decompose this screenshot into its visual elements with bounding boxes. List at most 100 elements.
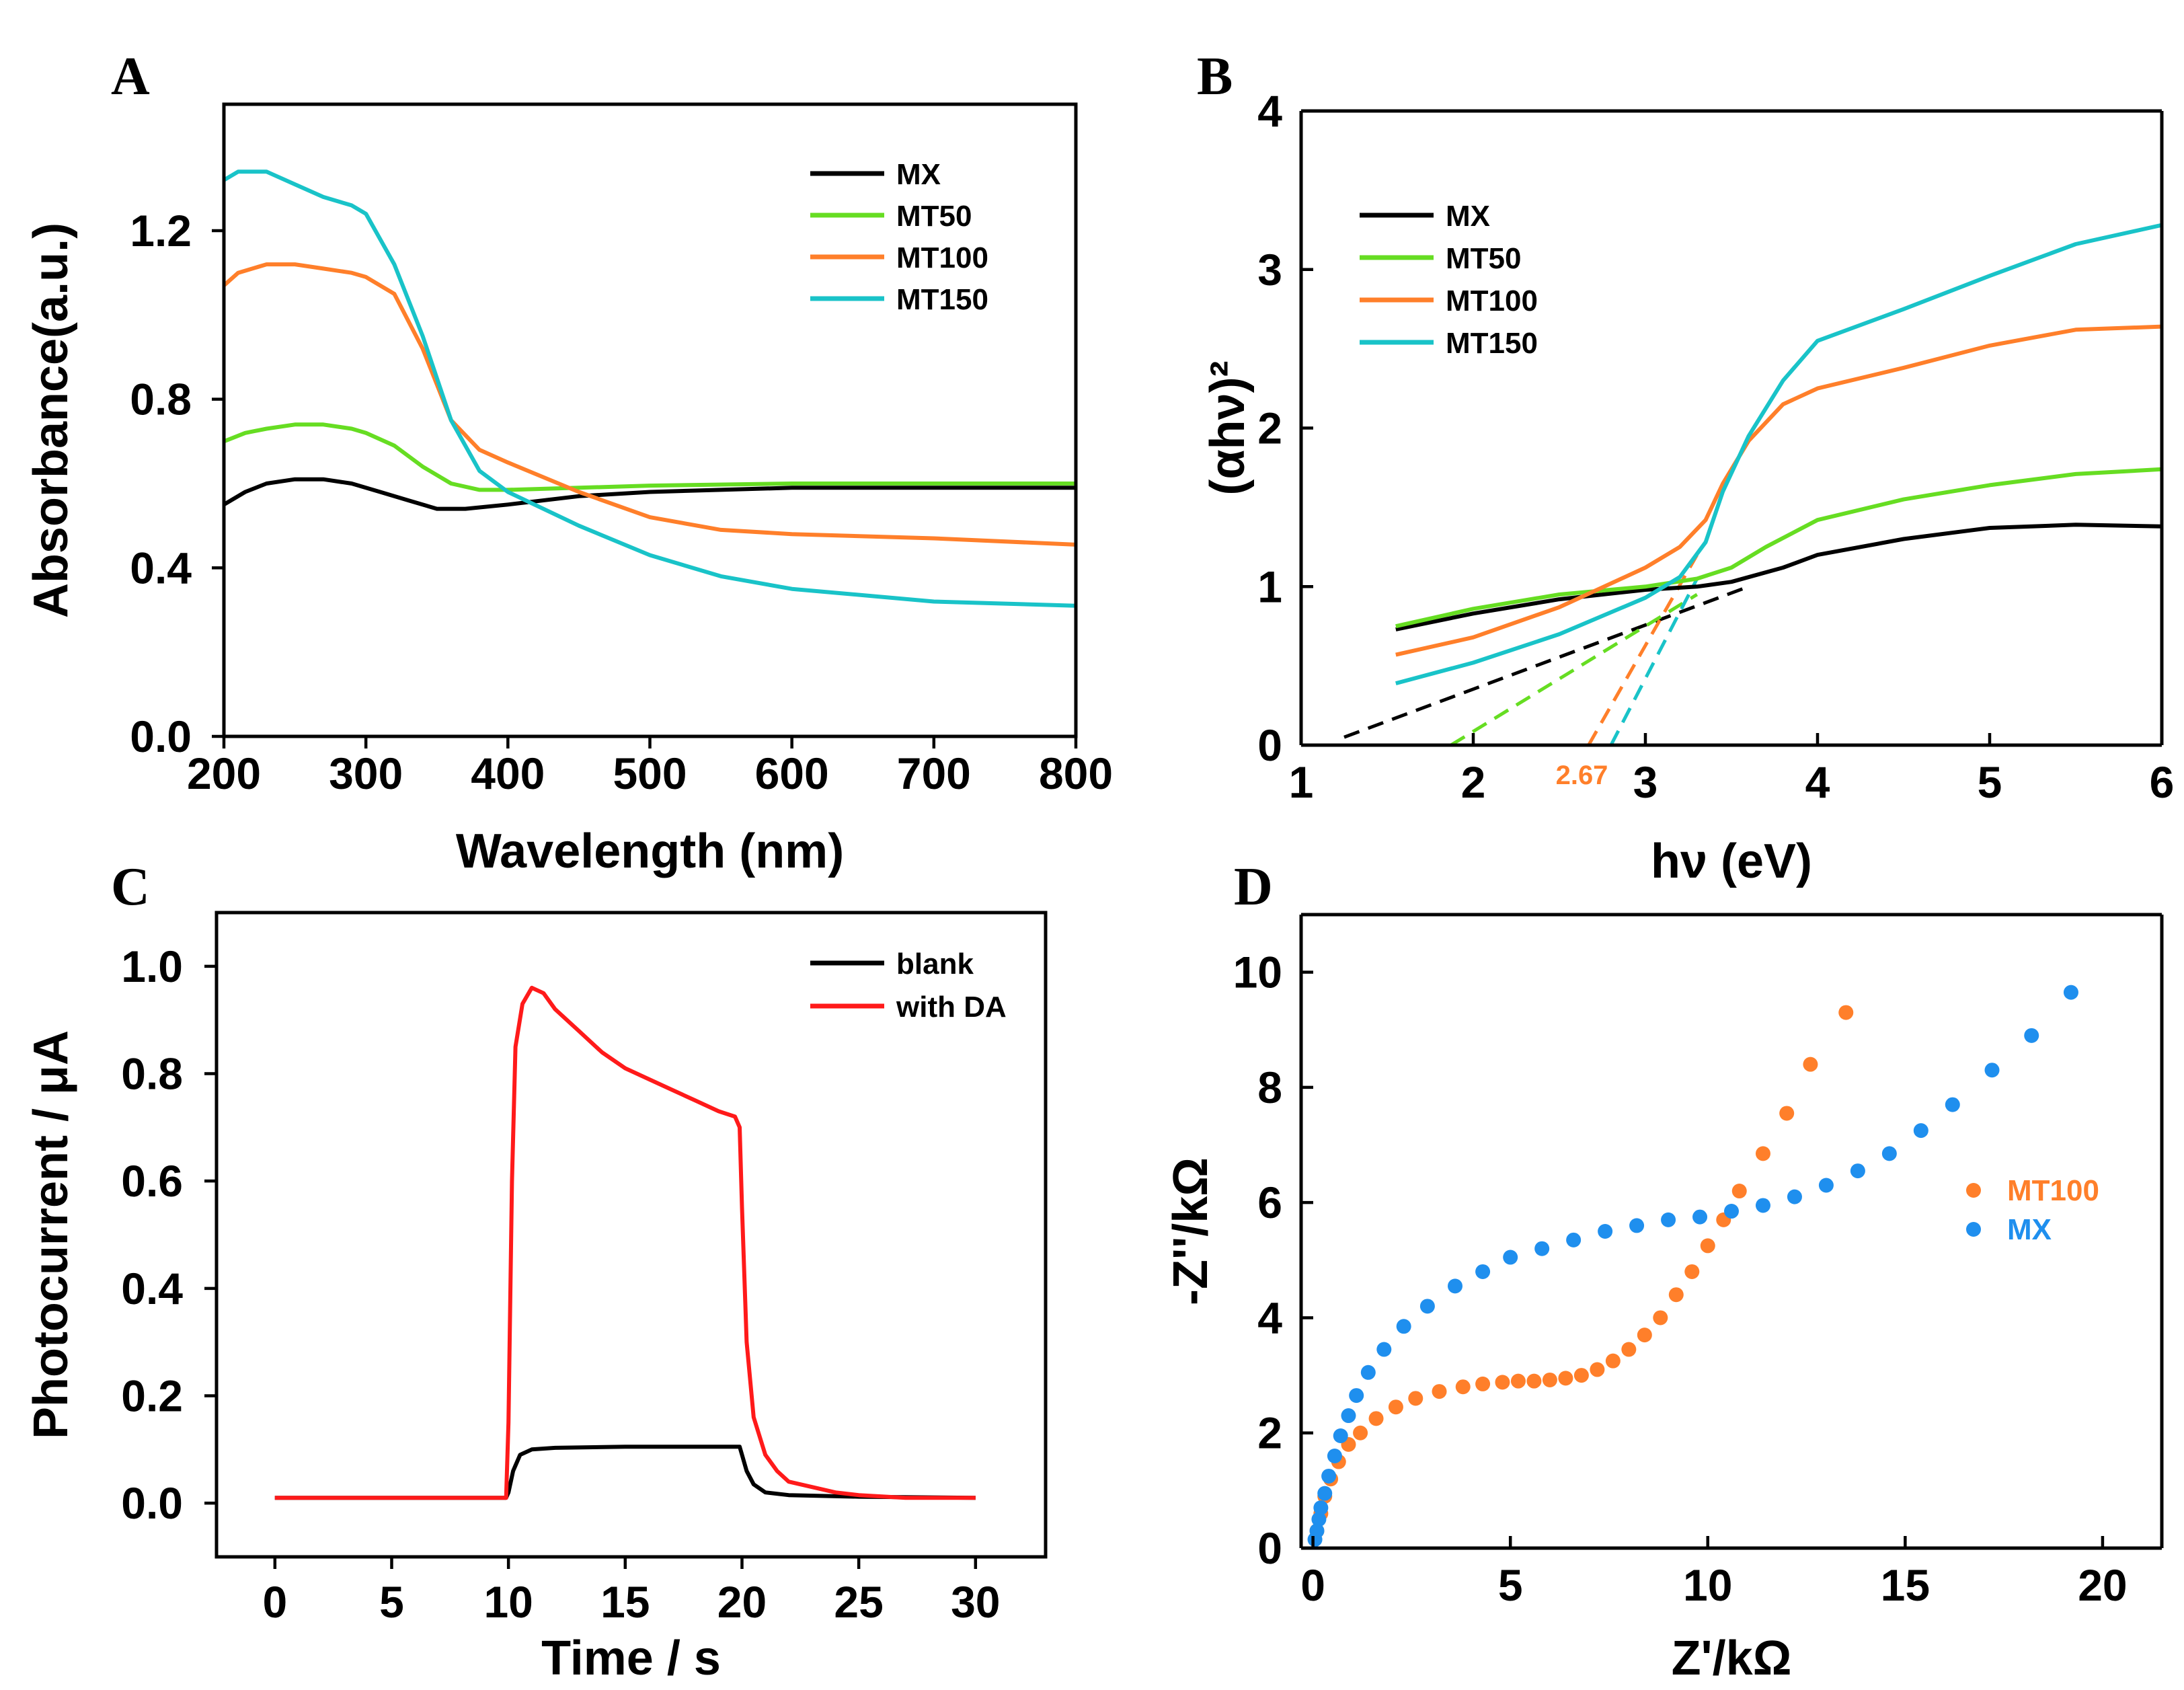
data-point-mt100-19 <box>1590 1362 1605 1377</box>
x-axis-title: Wavelength (nm) <box>456 824 844 878</box>
series-line-with-da <box>274 985 976 1500</box>
y-tick-label: 6 <box>1257 1178 1282 1227</box>
legend: MX MT50 MT100 MT150 <box>810 158 988 316</box>
y-tick-label: 0.4 <box>121 1264 183 1313</box>
axes-frame <box>222 102 1078 738</box>
y-axis-title: -Z''/kΩ <box>1164 1157 1218 1305</box>
data-point-mx-18 <box>1566 1232 1582 1247</box>
x-tick-label: 500 <box>613 748 687 798</box>
data-point-mt100-7 <box>1368 1411 1384 1426</box>
data-point-mx-13 <box>1419 1299 1435 1314</box>
x-tick-label: 600 <box>755 748 829 798</box>
legend-label-mx: MX <box>896 158 941 191</box>
data-point-mx-20 <box>1629 1218 1645 1233</box>
data-point-mx-11 <box>1376 1342 1392 1357</box>
data-point-mx-9 <box>1349 1388 1364 1404</box>
y-tick-label: 0.6 <box>121 1156 183 1206</box>
legend-marker-mt100 <box>1966 1183 1981 1198</box>
y-tick-label: 4 <box>1257 1293 1282 1342</box>
data-point-mx-27 <box>1850 1163 1865 1179</box>
data-point-mt100-22 <box>1637 1328 1652 1343</box>
bandgap-annotation: 2.67 <box>1556 761 1608 790</box>
axes-frame <box>214 911 1048 1559</box>
data-point-mt100-14 <box>1510 1373 1526 1389</box>
series-line-mx <box>224 477 1076 511</box>
data-point-mt100-29 <box>1755 1146 1770 1161</box>
x-tick-label: 700 <box>897 748 971 798</box>
x-axis-title: Z'/kΩ <box>1672 1631 1792 1685</box>
data-point-mx-1 <box>1309 1523 1325 1539</box>
y-tick-label: 1.0 <box>121 942 183 991</box>
data-point-mt100-26 <box>1700 1238 1715 1254</box>
x-tick-label: 300 <box>329 748 403 798</box>
data-point-mt100-6 <box>1353 1425 1368 1441</box>
data-point-mx-31 <box>1984 1063 2000 1078</box>
data-point-mt100-15 <box>1526 1373 1542 1389</box>
data-point-mx-25 <box>1787 1189 1802 1204</box>
series-line-mt150 <box>1395 223 2162 685</box>
data-point-mt100-28 <box>1731 1184 1747 1199</box>
x-tick-label: 15 <box>1881 1560 1930 1610</box>
data-point-mx-5 <box>1321 1468 1337 1484</box>
data-point-mx-32 <box>2024 1028 2039 1043</box>
data-point-mx-15 <box>1475 1264 1491 1279</box>
y-tick-label: 1.2 <box>130 206 192 256</box>
x-tick-label: 2 <box>1461 757 1486 807</box>
x-tick-label: 30 <box>951 1577 1000 1627</box>
legend-label-mt150: MT150 <box>896 283 988 316</box>
legend-label-with-da: with DA <box>896 991 1007 1024</box>
y-axis-title: Photocurrent / μA <box>24 1030 78 1439</box>
legend-label-blank: blank <box>896 948 974 981</box>
y-tick-label: 0.4 <box>130 543 192 592</box>
data-point-mx-3 <box>1313 1500 1329 1516</box>
x-tick-label: 0 <box>262 1577 287 1627</box>
legend-label-mt50: MT50 <box>1446 242 1521 275</box>
data-point-mt100-12 <box>1475 1376 1491 1391</box>
tangent-line-1 <box>1450 592 1699 745</box>
x-tick-label: 20 <box>717 1577 767 1627</box>
x-tick-label: 6 <box>2150 757 2175 807</box>
y-tick-label: 1 <box>1257 562 1282 611</box>
data-point-mx-30 <box>1945 1097 1960 1112</box>
y-tick-label: 0.0 <box>130 712 192 761</box>
panel-label: A <box>111 47 150 106</box>
legend: MT100 MX <box>1966 1174 2099 1246</box>
y-tick-label: 0.8 <box>130 375 192 424</box>
data-point-mx-10 <box>1360 1365 1376 1380</box>
data-point-mx-6 <box>1327 1448 1342 1463</box>
data-point-mx-2 <box>1311 1512 1327 1527</box>
data-point-mx-7 <box>1333 1428 1348 1444</box>
y-tick-label: 0 <box>1257 1523 1282 1573</box>
x-tick-label: 10 <box>483 1577 533 1627</box>
tangent-line-3 <box>1609 578 1699 745</box>
panel-label: D <box>1234 857 1273 917</box>
y-axis-title: Absorbance(a.u.) <box>24 223 78 618</box>
data-point-mt100-13 <box>1495 1375 1510 1390</box>
plot-area <box>274 985 976 1500</box>
legend-label-mt50: MT50 <box>896 200 972 233</box>
data-point-mx-23 <box>1724 1204 1739 1219</box>
data-point-mt100-16 <box>1542 1372 1557 1387</box>
x-tick-label: 25 <box>834 1577 883 1627</box>
panel-label: B <box>1197 47 1233 106</box>
data-point-mx-21 <box>1661 1212 1676 1227</box>
y-tick-label: 2 <box>1257 404 1282 453</box>
panel-label: C <box>111 857 150 917</box>
data-point-mt100-8 <box>1388 1399 1403 1415</box>
legend-label-mx: MX <box>2007 1213 2052 1246</box>
x-tick-label: 0 <box>1300 1560 1325 1610</box>
x-tick-label: 3 <box>1633 757 1658 807</box>
x-tick-label: 5 <box>1978 757 2002 807</box>
x-tick-label: 5 <box>379 1577 404 1627</box>
y-tick-label: 0.0 <box>121 1478 183 1528</box>
y-tick-label: 10 <box>1233 948 1282 997</box>
x-axis-title: hν (eV) <box>1651 835 1812 888</box>
x-tick-label: 20 <box>2078 1560 2127 1610</box>
y-tick-label: 2 <box>1257 1408 1282 1458</box>
data-point-mt100-31 <box>1803 1057 1818 1072</box>
x-tick-label: 400 <box>471 748 545 798</box>
y-tick-label: 0 <box>1257 720 1282 770</box>
series-line-blank <box>274 1445 976 1500</box>
